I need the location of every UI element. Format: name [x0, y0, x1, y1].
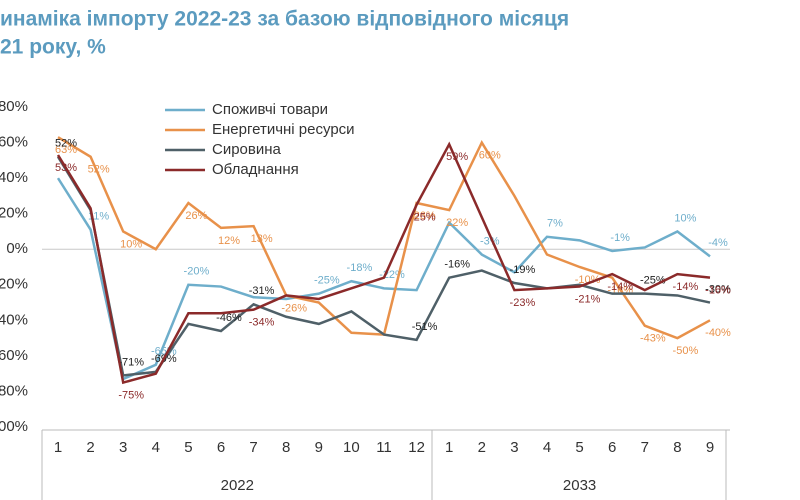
chart-title: 21 року, % — [0, 36, 106, 59]
x-tick-label: 1 — [54, 439, 62, 456]
x-tick-label: 4 — [152, 439, 160, 456]
data-label: -18% — [347, 262, 373, 274]
data-label: 10% — [120, 238, 142, 250]
x-tick-label: 1 — [445, 439, 453, 456]
x-tick-label: 9 — [706, 439, 714, 456]
data-label: -46% — [216, 312, 242, 324]
x-group-label: 2022 — [221, 477, 254, 494]
data-label: 60% — [479, 149, 501, 161]
legend-label: Обладнання — [212, 161, 299, 178]
data-label: -1% — [610, 232, 630, 244]
y-tick-label: -100% — [0, 418, 28, 435]
y-tick-label: -60% — [0, 347, 28, 364]
y-tick-label: 80% — [0, 98, 28, 115]
data-label: -23% — [510, 297, 536, 309]
data-label: -14% — [607, 281, 633, 293]
x-tick-label: 10 — [343, 439, 360, 456]
x-group-label: 2033 — [563, 477, 596, 494]
data-label: -19% — [510, 264, 536, 276]
x-tick-label: 3 — [510, 439, 518, 456]
data-label: -71% — [118, 356, 144, 368]
x-tick-label: 12 — [408, 439, 425, 456]
data-label: 13% — [251, 233, 273, 245]
data-label: 53% — [55, 162, 77, 174]
data-label: -34% — [249, 317, 275, 329]
data-label: 10% — [674, 212, 696, 224]
data-label: 52% — [88, 164, 110, 176]
x-tick-label: 5 — [575, 439, 583, 456]
data-label: 26% — [185, 210, 207, 222]
data-label: -30% — [705, 283, 731, 295]
y-tick-label: 60% — [0, 134, 28, 151]
data-label: -20% — [184, 266, 210, 278]
series-line — [56, 156, 711, 377]
y-tick-label: -80% — [0, 382, 28, 399]
x-tick-label: 11 — [376, 439, 392, 456]
data-label: 59% — [446, 151, 468, 163]
data-label: -26% — [281, 302, 307, 314]
x-tick-label: 2 — [478, 439, 486, 456]
data-label: 7% — [547, 218, 563, 230]
data-label: -16% — [444, 259, 470, 271]
legend-label: Енергетичні ресурси — [212, 121, 355, 138]
y-tick-label: -20% — [0, 276, 28, 293]
x-tick-label: 8 — [673, 439, 681, 456]
y-tick-label: 0% — [6, 240, 28, 257]
data-label: -25% — [314, 275, 340, 287]
legend-label: Споживчі товари — [212, 101, 328, 118]
data-label: -14% — [673, 281, 699, 293]
data-label: -50% — [673, 345, 699, 357]
data-label: -51% — [412, 321, 438, 333]
data-label: -40% — [705, 327, 731, 339]
x-tick-label: 4 — [543, 439, 551, 456]
y-tick-label: 40% — [0, 169, 28, 186]
y-tick-label: 20% — [0, 205, 28, 222]
data-label: 63% — [55, 144, 77, 156]
data-label: 52% — [55, 138, 77, 150]
data-label: 26% — [414, 210, 436, 222]
data-label: -75% — [118, 389, 144, 401]
x-tick-label: 3 — [119, 439, 127, 456]
x-tick-label: 9 — [315, 439, 323, 456]
x-tick-label: 2 — [86, 439, 94, 456]
series-line — [56, 141, 711, 385]
x-tick-label: 8 — [282, 439, 290, 456]
x-tick-label: 6 — [217, 439, 225, 456]
data-label: -4% — [708, 237, 728, 249]
x-tick-label: 7 — [641, 439, 649, 456]
data-label: -22% — [379, 269, 405, 281]
legend-label: Сировина — [212, 141, 282, 158]
x-tick-label: 7 — [249, 439, 257, 456]
series-line — [56, 177, 711, 381]
data-label: 22% — [446, 217, 468, 229]
x-tick-label: 5 — [184, 439, 192, 456]
data-label: -43% — [640, 333, 666, 345]
data-label: -16% — [705, 285, 731, 297]
x-tick-label: 6 — [608, 439, 616, 456]
y-tick-label: -40% — [0, 311, 28, 328]
data-label: -10% — [575, 274, 601, 286]
data-label: 25% — [414, 212, 436, 224]
chart-title: инаміка імпорту 2022-23 за базою відпові… — [0, 8, 569, 31]
data-label: -21% — [575, 293, 601, 305]
data-label: 12% — [218, 235, 240, 247]
data-label: -31% — [249, 285, 275, 297]
